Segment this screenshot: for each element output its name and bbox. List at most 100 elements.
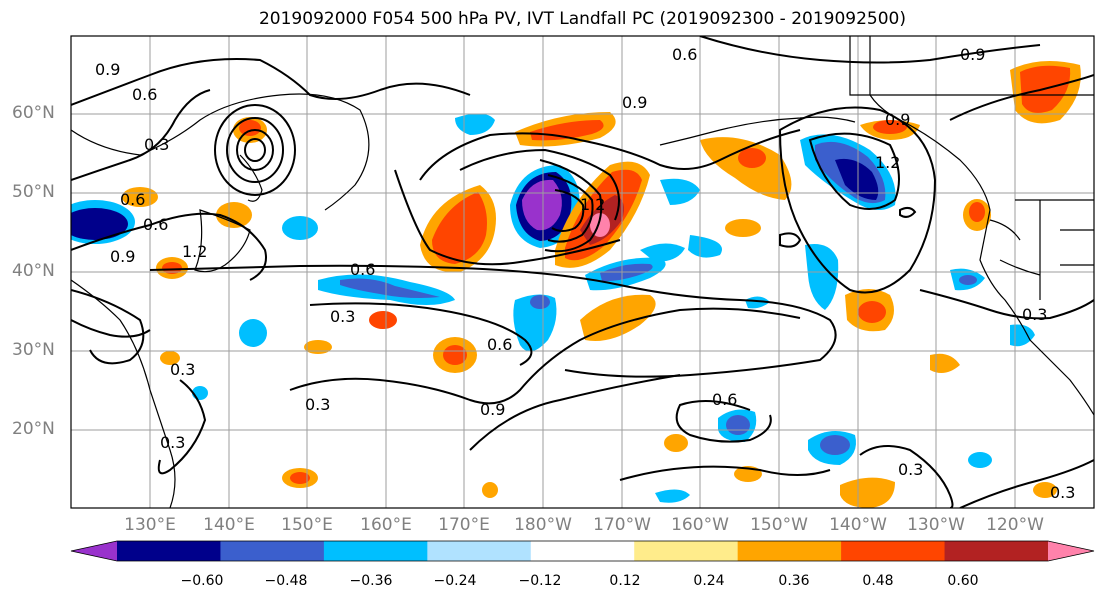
- colorbar-cell: [944, 541, 1049, 561]
- contour-label: 0.9: [885, 110, 910, 129]
- colorbar-cell: [427, 541, 532, 561]
- contour-line: [675, 400, 772, 443]
- lon-label: 170°E: [438, 515, 490, 535]
- us-state-borders: [1015, 199, 1094, 300]
- contour-line: [778, 106, 937, 294]
- contour-label: 0.6: [712, 390, 737, 409]
- pv-positive-blob: [873, 120, 907, 134]
- contour-label: 0.9: [480, 400, 505, 419]
- contour-label: 0.9: [622, 93, 647, 112]
- contour-label: 0.3: [330, 307, 355, 326]
- contour-line: [419, 129, 801, 181]
- contour-label: 0.6: [143, 215, 168, 234]
- gridlines: [71, 36, 1094, 508]
- colorbar-cell: [530, 541, 635, 561]
- lon-label: 180°W: [514, 515, 572, 535]
- colorbar-tick: 0.36: [778, 573, 810, 589]
- contour-line: [699, 36, 1041, 64]
- contour-line: [919, 289, 1094, 320]
- pv-positive-blob: [122, 187, 158, 207]
- pv-negative-blob: [455, 113, 495, 135]
- colorbar-cell: [323, 541, 428, 561]
- colorbar-tick: 0.24: [693, 573, 725, 589]
- contour-label: 0.3: [170, 360, 195, 379]
- aleutian-chain: [659, 116, 856, 146]
- pv-negative-blob: [282, 216, 318, 240]
- contour-line: [226, 117, 284, 183]
- lon-label: 140°W: [829, 515, 887, 535]
- plot-frame: [70, 35, 1095, 509]
- lat-label: 20°N: [12, 419, 55, 439]
- contour-label: 0.9: [960, 45, 985, 64]
- map-title: 2019092000 F054 500 hPa PV, IVT Landfall…: [258, 9, 906, 29]
- pv-positive-blob: [304, 340, 332, 354]
- lon-label: 150°W: [750, 515, 808, 535]
- lon-label: 150°E: [281, 515, 333, 535]
- colorbar-tick: −0.48: [264, 573, 308, 589]
- pv-positive-blob: [1033, 482, 1057, 498]
- pv-negative-blob: [513, 294, 557, 352]
- colorbar-cell: [841, 541, 946, 561]
- lon-label: 160°W: [671, 515, 729, 535]
- pv-positive-blob: [930, 353, 960, 374]
- pv-positive-blob: [738, 148, 766, 168]
- pv-negative-blob: [655, 489, 690, 503]
- pv-negative-blob: [71, 208, 128, 240]
- contour-line: [539, 159, 603, 253]
- pv-positive-blob: [162, 262, 182, 274]
- colorbar-cell: [737, 541, 842, 561]
- colorbar-right-arrow: [1048, 541, 1094, 561]
- contour-line: [71, 289, 145, 365]
- contour-line: [959, 459, 1094, 508]
- pv-negative-blob: [968, 452, 992, 468]
- contour-line: [236, 129, 274, 171]
- contour-label: 0.3: [1022, 305, 1047, 324]
- contour-line: [899, 206, 917, 218]
- lat-label: 60°N: [12, 103, 55, 123]
- pv-negative-blob: [745, 296, 770, 309]
- pv-negative-blob: [1010, 324, 1035, 347]
- contour-line: [157, 379, 207, 475]
- pv-positive-blob: [969, 202, 985, 222]
- contour-line: [808, 132, 900, 210]
- contour-label: 0.9: [110, 247, 135, 266]
- colorbar-tick: 0.60: [947, 573, 979, 589]
- pv-negative-blob: [640, 243, 685, 262]
- contour-line: [949, 74, 1094, 121]
- lon-label: 130°E: [124, 515, 176, 535]
- colorbar-tick: 0.12: [609, 573, 641, 589]
- lon-label: 140°E: [203, 515, 255, 535]
- lat-label: 50°N: [12, 182, 55, 202]
- contour-label: 0.9: [95, 60, 120, 79]
- colorbar-tick: −0.24: [433, 573, 477, 589]
- contour-label: 0.6: [487, 335, 512, 354]
- contour-line: [289, 307, 801, 405]
- contour-line: [71, 212, 267, 281]
- pv-negative-blob: [820, 435, 850, 455]
- contour-line: [214, 104, 296, 196]
- pv-positive-blob: [482, 482, 498, 498]
- colorbar-tick: 0.48: [862, 573, 894, 589]
- colorbar-outline: [70, 540, 1095, 562]
- pv-negative-blob: [530, 295, 550, 309]
- colorbar-left-arrow: [71, 541, 117, 561]
- pv-negative-blob: [805, 244, 839, 310]
- lat-label: 40°N: [12, 261, 55, 281]
- ivt-contours: [71, 36, 1094, 508]
- lat-label: 30°N: [12, 340, 55, 360]
- pv-positive-blob: [216, 202, 252, 228]
- lon-label: 160°E: [360, 515, 412, 535]
- contour-line: [149, 264, 837, 378]
- contour-line: [469, 374, 681, 451]
- contour-label: 0.3: [305, 395, 330, 414]
- pv-negative-blob: [522, 179, 562, 231]
- colorbar-cell: [220, 541, 325, 561]
- pv-negative-blob: [660, 178, 700, 205]
- contour-label: 0.3: [1050, 483, 1075, 502]
- pv-positive-blob: [700, 137, 792, 200]
- lon-label: 130°W: [907, 515, 965, 535]
- pv-positive-blob: [664, 434, 688, 452]
- contour-label: 0.6: [350, 260, 375, 279]
- colorbar-tick: −0.12: [518, 573, 562, 589]
- pv-positive-blob: [725, 219, 761, 237]
